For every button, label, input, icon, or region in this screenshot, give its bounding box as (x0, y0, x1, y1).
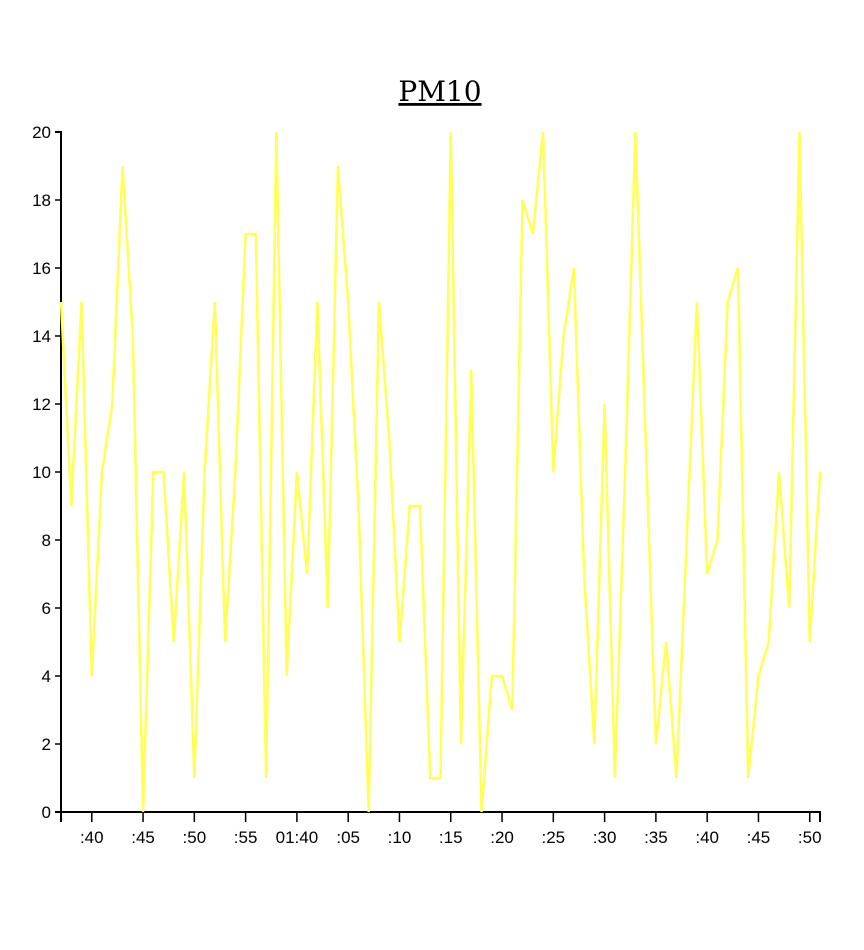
y-tick-label: 4 (42, 667, 51, 686)
y-tick-label: 12 (32, 395, 51, 414)
y-tick-label: 14 (32, 327, 51, 346)
y-tick-label: 8 (42, 531, 51, 550)
y-tick-label: 2 (42, 735, 51, 754)
x-tick-label: :55 (234, 828, 258, 847)
x-tick-label: 01:40 (276, 828, 319, 847)
y-tick-label: 20 (32, 123, 51, 142)
x-tick-label: :50 (798, 828, 822, 847)
x-tick-label: :20 (490, 828, 514, 847)
x-axis-line (60, 811, 821, 822)
x-tick-label: :25 (542, 828, 566, 847)
x-tick-label: :45 (131, 828, 155, 847)
y-tick-label: 10 (32, 463, 51, 482)
x-tick-label: :15 (439, 828, 463, 847)
y-tick-label: 6 (42, 599, 51, 618)
x-tick-label: :10 (388, 828, 412, 847)
x-tick-label: :45 (747, 828, 771, 847)
y-axis: 0 2 4 6 8 10 12 14 16 18 20 (32, 123, 62, 822)
y-tick-label: 0 (42, 803, 51, 822)
x-tick-label: :40 (80, 828, 104, 847)
x-tick-label: :35 (644, 828, 668, 847)
plot-area (59, 131, 822, 813)
x-tick-label: :30 (593, 828, 617, 847)
pm10-series-line (59, 131, 822, 813)
y-tick-label: 18 (32, 191, 51, 210)
chart-title: PM10 (398, 75, 481, 108)
y-tick-label: 16 (32, 259, 51, 278)
x-tick-label: :50 (183, 828, 207, 847)
x-tick-label: :05 (336, 828, 360, 847)
x-axis: :40 :45 :50 :55 01:40 :05 :10 :15 :20 :25 :30 :35 :4… (60, 811, 822, 847)
x-tick-label: :40 (695, 828, 719, 847)
